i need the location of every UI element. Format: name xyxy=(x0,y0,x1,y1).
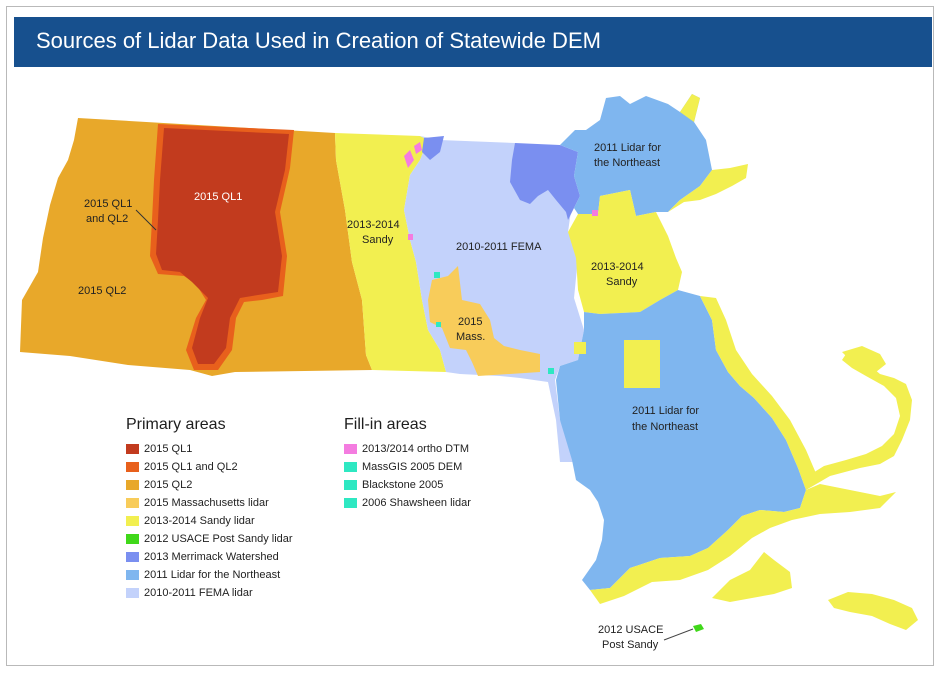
legend-item: 2011 Lidar for the Northeast xyxy=(126,566,293,584)
legend-item: 2015 QL1 xyxy=(126,440,293,458)
region-merrimack-west xyxy=(422,136,444,160)
fill-blackstone xyxy=(548,368,554,374)
region-usace xyxy=(693,624,704,632)
fill-ortho-dtm-4 xyxy=(592,210,598,216)
label-sandy-east-line2: Sandy xyxy=(606,276,638,288)
legend-item: 2010-2011 FEMA lidar xyxy=(126,584,293,602)
legend-item: 2015 QL1 and QL2 xyxy=(126,458,293,476)
legend-swatch xyxy=(126,498,139,508)
region-northeast-north xyxy=(560,94,712,216)
region-2015-ql1 xyxy=(156,128,289,364)
legend-label: 2015 QL2 xyxy=(144,479,193,491)
region-nantucket xyxy=(828,592,918,630)
legend-swatch xyxy=(344,480,357,490)
label-ne-south-line1: 2011 Lidar for xyxy=(632,405,699,417)
legend-label: 2015 QL1 and QL2 xyxy=(144,461,238,473)
legend-item: 2006 Shawsheen lidar xyxy=(344,494,471,512)
label-ql1-ql2-line2: and QL2 xyxy=(86,213,128,225)
label-usace-line2: Post Sandy xyxy=(602,639,659,651)
legend-item: 2013-2014 Sandy lidar xyxy=(126,512,293,530)
legend-swatch xyxy=(126,534,139,544)
legend-primary: Primary areas 2015 QL1 2015 QL1 and QL2 20… xyxy=(126,416,293,602)
region-marthas-vineyard xyxy=(712,552,792,602)
legend-label: Blackstone 2005 xyxy=(362,479,444,491)
label-ne-north-line1: 2011 Lidar for xyxy=(594,142,661,154)
region-2015-mass xyxy=(428,266,540,376)
legend-label: MassGIS 2005 DEM xyxy=(362,461,463,473)
label-fema: 2010-2011 FEMA xyxy=(456,241,542,253)
label-sandy-east-line1: 2013-2014 xyxy=(591,261,644,273)
legend-label: 2013 Merrimack Watershed xyxy=(144,551,279,563)
legend-swatch xyxy=(126,480,139,490)
label-ne-north-line2: the Northeast xyxy=(594,157,660,169)
label-mass-line1: 2015 xyxy=(458,316,482,328)
region-sandy-west xyxy=(335,133,446,372)
legend-swatch xyxy=(344,444,357,454)
legend-swatch xyxy=(126,570,139,580)
region-sandy-patch-2 xyxy=(574,342,586,354)
fill-ortho-dtm-1 xyxy=(404,150,414,168)
title-bar: Sources of Lidar Data Used in Creation o… xyxy=(14,17,932,67)
legend-swatch xyxy=(126,552,139,562)
region-sandy-coast-north xyxy=(668,94,748,212)
legend-swatch xyxy=(344,498,357,508)
legend-primary-heading: Primary areas xyxy=(126,416,226,433)
region-sandy-patch-1 xyxy=(624,340,660,388)
region-sandy-south-coast xyxy=(590,484,896,604)
region-merrimack xyxy=(510,143,580,220)
legend-label: 2006 Shawsheen lidar xyxy=(362,497,471,509)
label-mass-line2: Mass. xyxy=(456,331,485,343)
region-fema xyxy=(404,136,584,462)
legend-swatch xyxy=(126,516,139,526)
fill-massgis-1 xyxy=(434,272,440,278)
legend-swatch xyxy=(344,462,357,472)
legend-item: Blackstone 2005 xyxy=(344,476,471,494)
region-northeast-south xyxy=(556,290,806,590)
region-cape-cod xyxy=(806,354,912,490)
map-title: Sources of Lidar Data Used in Creation o… xyxy=(36,28,601,53)
legend-item: 2012 USACE Post Sandy lidar xyxy=(126,530,293,548)
region-cape-cod-tip xyxy=(842,346,886,372)
legend-label: 2012 USACE Post Sandy lidar xyxy=(144,533,293,545)
legend-label: 2015 QL1 xyxy=(144,443,193,455)
legend-label: 2013-2014 Sandy lidar xyxy=(144,515,255,527)
fill-ortho-dtm-3 xyxy=(408,234,413,240)
legend-item: MassGIS 2005 DEM xyxy=(344,458,471,476)
region-sandy-east xyxy=(568,190,682,314)
legend-item: 2015 Massachusetts lidar xyxy=(126,494,293,512)
legend-label: 2013/2014 ortho DTM xyxy=(362,443,470,455)
legend-item: 2013/2014 ortho DTM xyxy=(344,440,471,458)
legend-fill-list: 2013/2014 ortho DTM MassGIS 2005 DEM Black… xyxy=(344,440,471,512)
fill-massgis-2 xyxy=(436,322,441,327)
legend-label: 2010-2011 FEMA lidar xyxy=(144,587,253,599)
legend-swatch xyxy=(126,444,139,454)
legend-item: 2013 Merrimack Watershed xyxy=(126,548,293,566)
label-sandy-west-line1: 2013-2014 xyxy=(347,219,400,231)
legend-swatch xyxy=(126,462,139,472)
legend-label: 2011 Lidar for the Northeast xyxy=(144,569,281,581)
label-ql2: 2015 QL2 xyxy=(78,285,126,297)
usace-leader-line xyxy=(663,628,694,641)
label-usace-line1: 2012 USACE xyxy=(598,624,663,636)
ql1-ql2-leader-line xyxy=(135,209,157,231)
fill-ortho-dtm-2 xyxy=(414,142,422,154)
label-sandy-west-line2: Sandy xyxy=(362,234,394,246)
legend-fill: Fill-in areas 2013/2014 ortho DTM MassGIS… xyxy=(344,416,471,512)
region-sandy-southeast-coast xyxy=(700,296,818,490)
legend-item: 2015 QL2 xyxy=(126,476,293,494)
legend-primary-list: 2015 QL1 2015 QL1 and QL2 2015 QL2 2015 Mas… xyxy=(126,440,293,602)
label-ne-south-line2: the Northeast xyxy=(632,421,698,433)
label-ql1: 2015 QL1 xyxy=(194,191,242,203)
legend-swatch xyxy=(126,588,139,598)
label-ql1-ql2-line1: 2015 QL1 xyxy=(84,198,132,210)
legend-label: 2015 Massachusetts lidar xyxy=(144,497,269,509)
legend-fill-heading: Fill-in areas xyxy=(344,416,427,433)
